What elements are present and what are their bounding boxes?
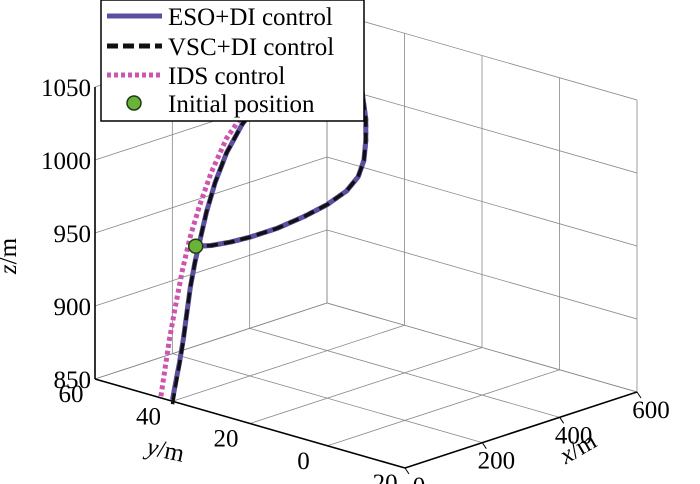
legend: ESO+DI control VSC+DI control IDS contro… [100,0,365,122]
y-axis-line [94,378,406,469]
side-wall-grid-z [326,229,638,320]
y-tick-label: 60 [59,381,84,408]
y-axis-unit: /m [155,436,187,468]
x-tick-label: 0 [413,473,426,484]
z-axis-label: z/m [0,237,22,275]
legend-label-vsc: VSC+DI control [168,34,334,61]
floor-grid-y [249,347,483,424]
x-axis-line [404,391,638,469]
x-tick-label: 200 [478,448,516,475]
x-tick-label: 400 [555,422,593,449]
back-wall-grid-z [94,229,328,307]
legend-label-initial: Initial position [168,91,315,118]
side-wall-grid-z [326,302,638,393]
y-tick-label: 40 [136,403,161,430]
floor-grid-y [327,369,560,447]
x-tick-mark [481,442,487,449]
side-wall-grid-z [326,156,638,247]
z-axis-var: z [0,264,22,275]
x-tick-mark [404,467,410,475]
initial-position-marker [187,238,204,254]
initial-position-marker-layer [187,238,204,254]
z-tick-label: 950 [54,221,92,248]
legend-label-eso: ESO+DI control [168,4,333,31]
z-tick-label: 850 [54,367,92,394]
legend-label-ids: IDS control [168,63,285,90]
z-tick-label: 1050 [41,75,91,102]
side-wall-grid-z [326,83,638,174]
z-tick-label: 1000 [41,148,91,175]
x-tick-mark [559,417,565,424]
y-tick-label: 0 [297,448,310,475]
z-tick-label: 900 [54,294,92,321]
y-tick-label: 20 [214,426,239,453]
floor-grid-y [172,324,405,402]
back-wall-grid-z [94,302,328,380]
y-axis-label: y/m [141,433,187,468]
side-wall-grid-z [326,10,638,101]
x-tick-label: 600 [632,397,670,424]
x-tick-mark [636,391,642,399]
legend-box [100,0,365,122]
legend-marker-initial [126,95,142,111]
y-tick-label: -20 [364,470,397,484]
z-axis-unit: /m [0,237,22,264]
